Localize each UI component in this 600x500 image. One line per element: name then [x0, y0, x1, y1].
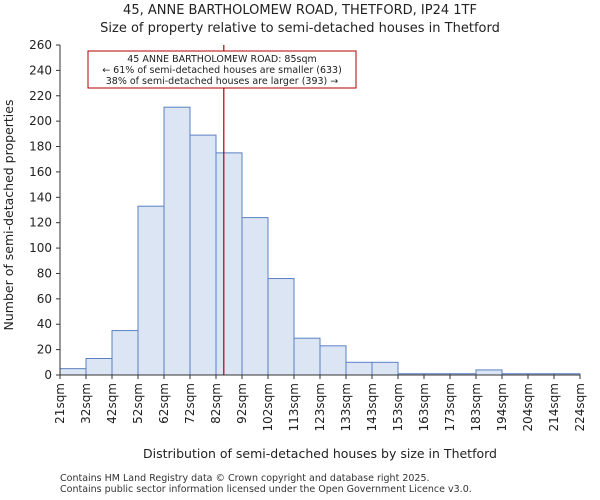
chart-subtitle: Size of property relative to semi-detach… [100, 21, 500, 36]
x-tick-label: 214sqm [547, 383, 561, 431]
x-tick-label: 82sqm [209, 383, 223, 424]
y-tick-label: 120 [29, 216, 52, 230]
x-tick-label: 72sqm [183, 383, 197, 424]
x-tick-label: 102sqm [261, 383, 275, 431]
y-tick-label: 100 [29, 241, 52, 255]
x-tick-label: 123sqm [313, 383, 327, 431]
bar-113sqm [293, 337, 321, 376]
annotation-box: 45 ANNE BARTHOLOMEW ROAD: 85sqm ← 61% of… [87, 50, 357, 89]
annotation-border [87, 50, 357, 89]
bar-92sqm [241, 217, 269, 376]
bar-72sqm [189, 134, 217, 376]
annotation-line-1: 45 ANNE BARTHOLOMEW ROAD: 85sqm [127, 54, 317, 65]
bar-123sqm [319, 345, 347, 376]
bar-82sqm [215, 152, 243, 376]
x-tick-label: 42sqm [105, 383, 119, 424]
y-tick-label: 20 [37, 343, 52, 357]
bar-183sqm [475, 369, 503, 376]
x-tick-label: 194sqm [495, 383, 509, 431]
x-tick-label: 204sqm [521, 383, 535, 431]
x-axis-label: Distribution of semi-detached houses by … [143, 446, 497, 461]
y-tick-label: 40 [37, 317, 52, 331]
x-tick-label: 173sqm [443, 383, 457, 431]
bar-143sqm [371, 361, 399, 376]
x-tick-label: 52sqm [131, 383, 145, 424]
x-tick-label: 183sqm [469, 383, 483, 431]
footer-line-2: Contains public sector information licen… [60, 484, 472, 495]
y-axis-label: Number of semi-detached properties [1, 100, 16, 331]
y-tick-label: 0 [44, 368, 52, 382]
chart-title: 45, ANNE BARTHOLOMEW ROAD, THETFORD, IP2… [123, 3, 477, 18]
x-tick-label: 133sqm [339, 383, 353, 431]
x-tick-label: 92sqm [235, 383, 249, 424]
y-tick-label: 220 [29, 89, 52, 103]
x-tick-label: 224sqm [573, 383, 587, 431]
x-tick-label: 113sqm [287, 383, 301, 431]
bar-102sqm [267, 278, 295, 376]
y-tick-label: 180 [29, 140, 52, 154]
x-tick-label: 143sqm [365, 383, 379, 431]
x-tick-label: 21sqm [53, 383, 67, 424]
x-tick-label: 62sqm [157, 383, 171, 424]
bar-21sqm [59, 368, 87, 376]
x-tick-label: 163sqm [417, 383, 431, 431]
bar-52sqm [137, 205, 165, 376]
y-tick-label: 240 [29, 63, 52, 77]
bar-32sqm [85, 358, 113, 376]
y-tick-label: 160 [29, 165, 52, 179]
y-tick-label: 140 [29, 190, 52, 204]
x-tick-label: 153sqm [391, 383, 405, 431]
footer-line-1: Contains HM Land Registry data © Crown c… [60, 473, 430, 484]
bar-62sqm [163, 106, 191, 376]
annotation-line-3: 38% of semi-detached houses are larger (… [106, 76, 339, 87]
y-tick-label: 200 [29, 114, 52, 128]
y-tick-label: 260 [29, 38, 52, 52]
y-tick-label: 80 [37, 266, 52, 280]
y-tick-label: 60 [37, 292, 52, 306]
bar-42sqm [111, 330, 139, 376]
bar-133sqm [345, 361, 373, 376]
annotation-line-2: ← 61% of semi-detached houses are smalle… [102, 65, 342, 76]
x-tick-label: 32sqm [79, 383, 93, 424]
